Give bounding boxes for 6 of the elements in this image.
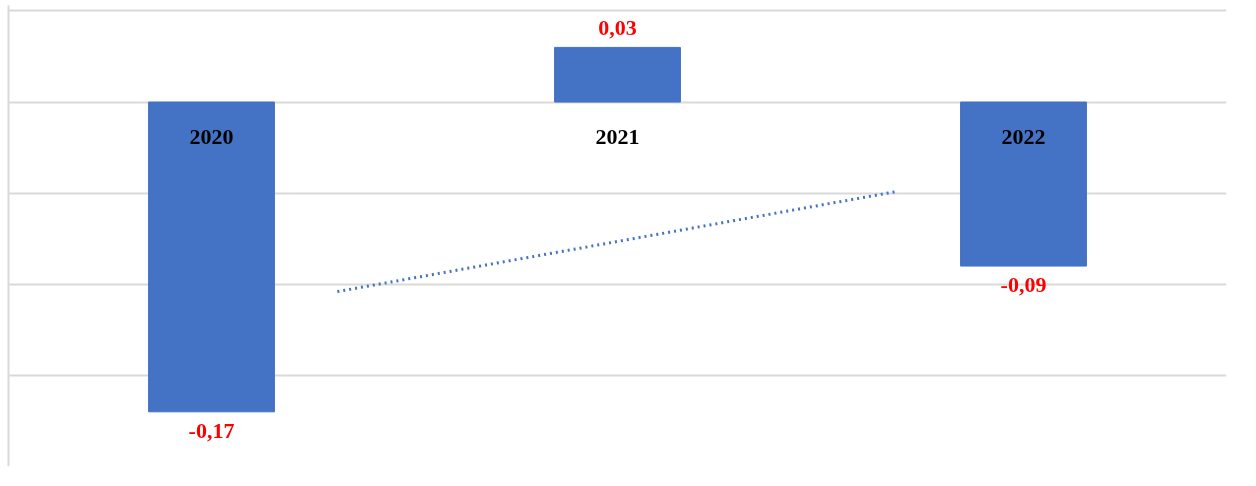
x-tick-label: 2020	[189, 124, 234, 150]
data-label: -0,09	[1000, 272, 1047, 298]
data-label: -0,17	[188, 417, 235, 443]
x-tick-label: 2022	[1001, 124, 1046, 150]
x-tick-label: 2021	[595, 124, 640, 150]
data-label: 0,03	[598, 15, 637, 41]
